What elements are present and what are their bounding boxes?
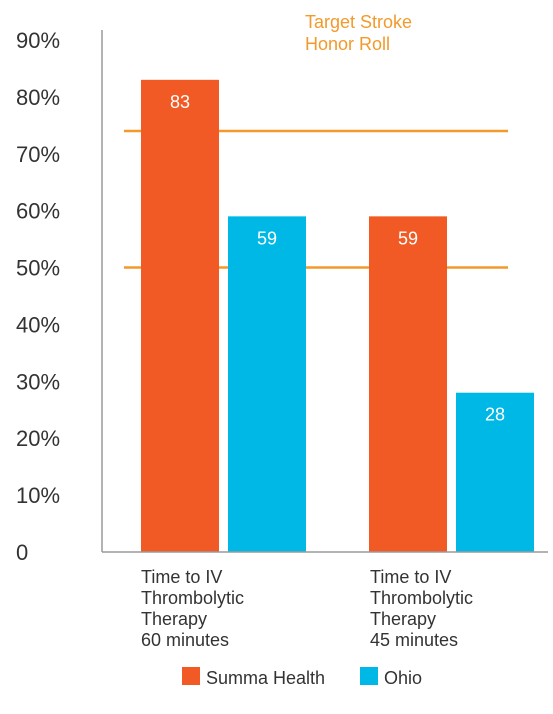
bar-value-label: 83	[170, 92, 190, 112]
target-annotation: Target Stroke Honor Roll	[305, 12, 412, 54]
axes	[101, 30, 548, 553]
bar-value-label: 59	[257, 228, 277, 248]
y-tick-label: 50%	[16, 256, 60, 281]
bar-ohio-1	[228, 216, 306, 552]
bar-summa-health-1	[141, 79, 219, 553]
bar-summa-health-2	[369, 216, 447, 552]
bar-value-label: 59	[398, 228, 418, 248]
y-tick-label: 0	[16, 540, 28, 565]
bars: 83 59 59 28	[141, 79, 534, 553]
legend-label: Summa Health	[206, 668, 325, 688]
y-tick-label: 10%	[16, 483, 60, 508]
category-label: Time to IV Thrombolytic Therapy 60 minutes	[141, 567, 244, 650]
legend-swatch	[360, 667, 378, 685]
legend: Summa Health Ohio	[182, 667, 422, 688]
legend-label: Ohio	[384, 668, 422, 688]
bar-ohio-2	[456, 392, 534, 552]
y-tick-label: 80%	[16, 85, 60, 110]
y-tick-label: 60%	[16, 199, 60, 224]
y-tick-label: 20%	[16, 426, 60, 451]
y-tick-label: 70%	[16, 142, 60, 167]
y-tick-label: 40%	[16, 312, 60, 337]
bar-value-label: 28	[485, 405, 505, 425]
y-tick-label: 30%	[16, 369, 60, 394]
category-labels: Time to IV Thrombolytic Therapy 60 minutes T…	[141, 567, 473, 650]
y-tick-label: 90%	[16, 28, 60, 53]
legend-swatch	[182, 667, 200, 685]
y-axis-ticks: 0 10% 20% 30% 40% 50% 60% 70% 80% 90%	[16, 28, 60, 565]
category-label: Time to IV Thrombolytic Therapy 45 minutes	[370, 567, 473, 650]
